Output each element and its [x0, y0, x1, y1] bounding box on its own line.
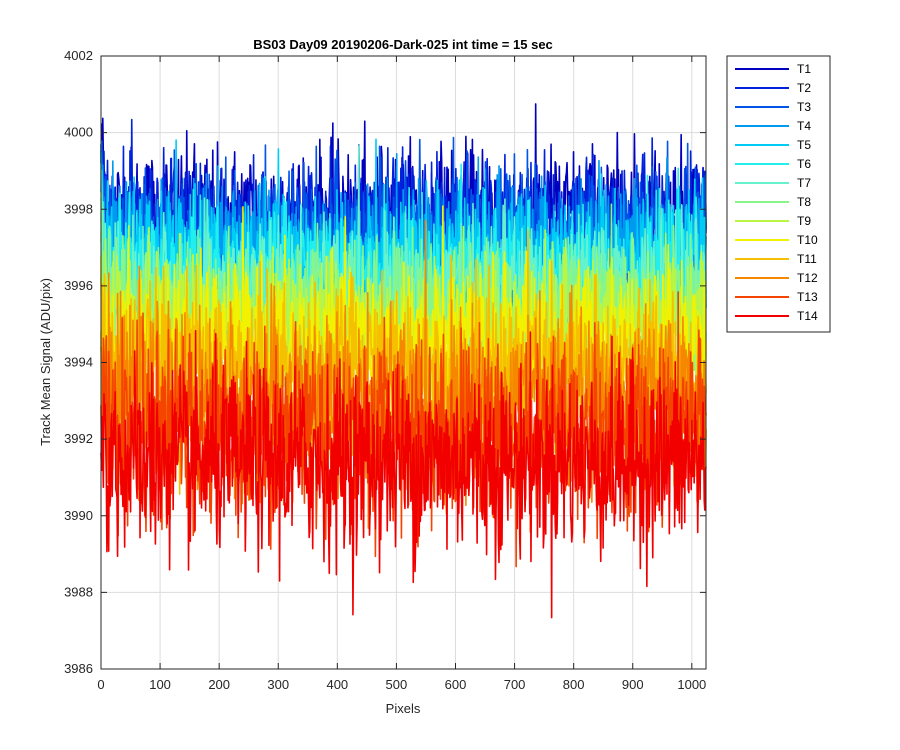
legend-label-t7: T7 [797, 176, 811, 190]
series-layer [100, 103, 707, 619]
legend-label-t4: T4 [797, 119, 811, 133]
legend-label-t3: T3 [797, 100, 811, 114]
legend-label-t1: T1 [797, 62, 811, 76]
legend-label-t14: T14 [797, 309, 818, 323]
y-tick-label: 3998 [64, 201, 93, 216]
y-tick-label: 3988 [64, 584, 93, 599]
y-tick-label: 3994 [64, 355, 93, 370]
y-tick-label: 3992 [64, 431, 93, 446]
legend-label-t11: T11 [797, 252, 817, 266]
x-tick-label: 800 [563, 677, 585, 692]
chart-title: BS03 Day09 20190206-Dark-025 int time = … [253, 37, 553, 52]
x-tick-label: 100 [149, 677, 171, 692]
legend-label-t13: T13 [797, 290, 818, 304]
legend-label-t2: T2 [797, 81, 811, 95]
x-tick-label: 900 [622, 677, 644, 692]
x-axis-label: Pixels [386, 701, 421, 716]
y-axis-label: Track Mean Signal (ADU/pix) [38, 278, 53, 446]
x-tick-label: 600 [445, 677, 467, 692]
legend-label-t12: T12 [797, 271, 818, 285]
legend: T1 T2 T3 T4 T5 T6 T7 T8 T9 T10 T11 T12 T13 T14 [726, 55, 831, 333]
legend-label-t5: T5 [797, 138, 811, 152]
legend-label-t6: T6 [797, 157, 811, 171]
y-tick-label: 3996 [64, 278, 93, 293]
x-tick-label: 700 [504, 677, 526, 692]
y-tick-label: 4002 [64, 48, 93, 63]
y-tick-label: 4000 [64, 125, 93, 140]
axis-ticks: 0 100 200 300 400 500 600 700 800 900 1000 3986 3988… [64, 48, 706, 692]
x-tick-label: 400 [326, 677, 348, 692]
x-tick-label: 300 [267, 677, 289, 692]
y-tick-label: 3986 [64, 661, 93, 676]
x-tick-label: 200 [208, 677, 230, 692]
x-tick-label: 500 [386, 677, 408, 692]
legend-label-t10: T10 [797, 233, 818, 247]
y-tick-label: 3990 [64, 508, 93, 523]
x-tick-label: 1000 [677, 677, 706, 692]
legend-box [726, 55, 831, 333]
legend-label-t9: T9 [797, 214, 811, 228]
legend-label-t8: T8 [797, 195, 811, 209]
x-tick-label: 0 [97, 677, 104, 692]
series-line-t14 [100, 329, 707, 619]
